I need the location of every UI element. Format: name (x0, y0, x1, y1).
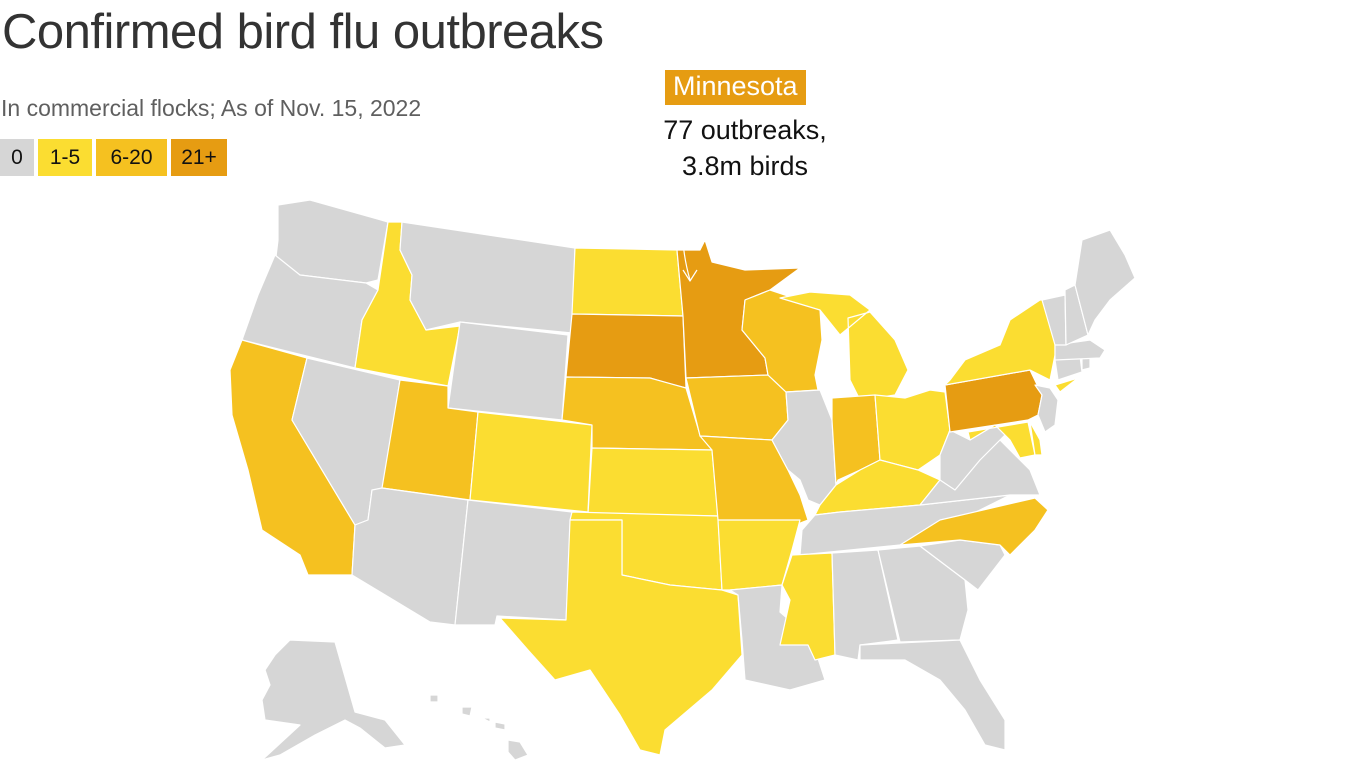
legend-item-1-5: 1-5 (38, 139, 92, 176)
arrowhead-icon (682, 269, 698, 282)
state-ME[interactable] (1074, 229, 1136, 336)
state-MS[interactable] (779, 552, 836, 661)
state-NJ[interactable] (1034, 384, 1059, 433)
callout-arrow (682, 187, 692, 281)
state-NM[interactable] (454, 499, 573, 626)
state-LA[interactable] (729, 584, 826, 691)
state-KS[interactable] (587, 447, 719, 517)
state-HI[interactable] (429, 694, 529, 761)
chart-subtitle: In commercial flocks; As of Nov. 15, 202… (1, 95, 422, 121)
legend-item-6-20: 6-20 (96, 139, 167, 176)
state-IL[interactable] (771, 389, 837, 506)
state-DE[interactable] (1029, 421, 1043, 456)
state-WY[interactable] (447, 321, 569, 421)
legend-item-21-plus: 21+ (171, 139, 227, 176)
state-MI[interactable] (779, 291, 909, 401)
callout-line-2: 3.8m birds (681, 151, 809, 181)
state-FL[interactable] (859, 639, 1006, 751)
state-TX[interactable] (499, 519, 743, 756)
state-NC[interactable] (899, 497, 1049, 556)
callout-text: 77 outbreaks, 3.8m birds (640, 112, 850, 184)
callout-line-1: 77 outbreaks, (663, 115, 827, 145)
legend-item-0: 0 (0, 139, 34, 176)
state-IA[interactable] (685, 374, 789, 441)
legend: 0 1-5 6-20 21+ (0, 139, 227, 176)
callout-state-label: Minnesota (665, 70, 806, 105)
state-MT[interactable] (399, 221, 576, 334)
state-ND[interactable] (571, 247, 684, 317)
state-AK[interactable] (261, 639, 406, 761)
state-MA[interactable] (1054, 339, 1106, 361)
state-MD[interactable] (967, 421, 1036, 459)
state-OH[interactable] (874, 389, 951, 471)
state-CO[interactable] (469, 411, 593, 513)
state-AZ[interactable] (351, 487, 469, 626)
chart-title: Confirmed bird flu outbreaks (2, 5, 604, 59)
